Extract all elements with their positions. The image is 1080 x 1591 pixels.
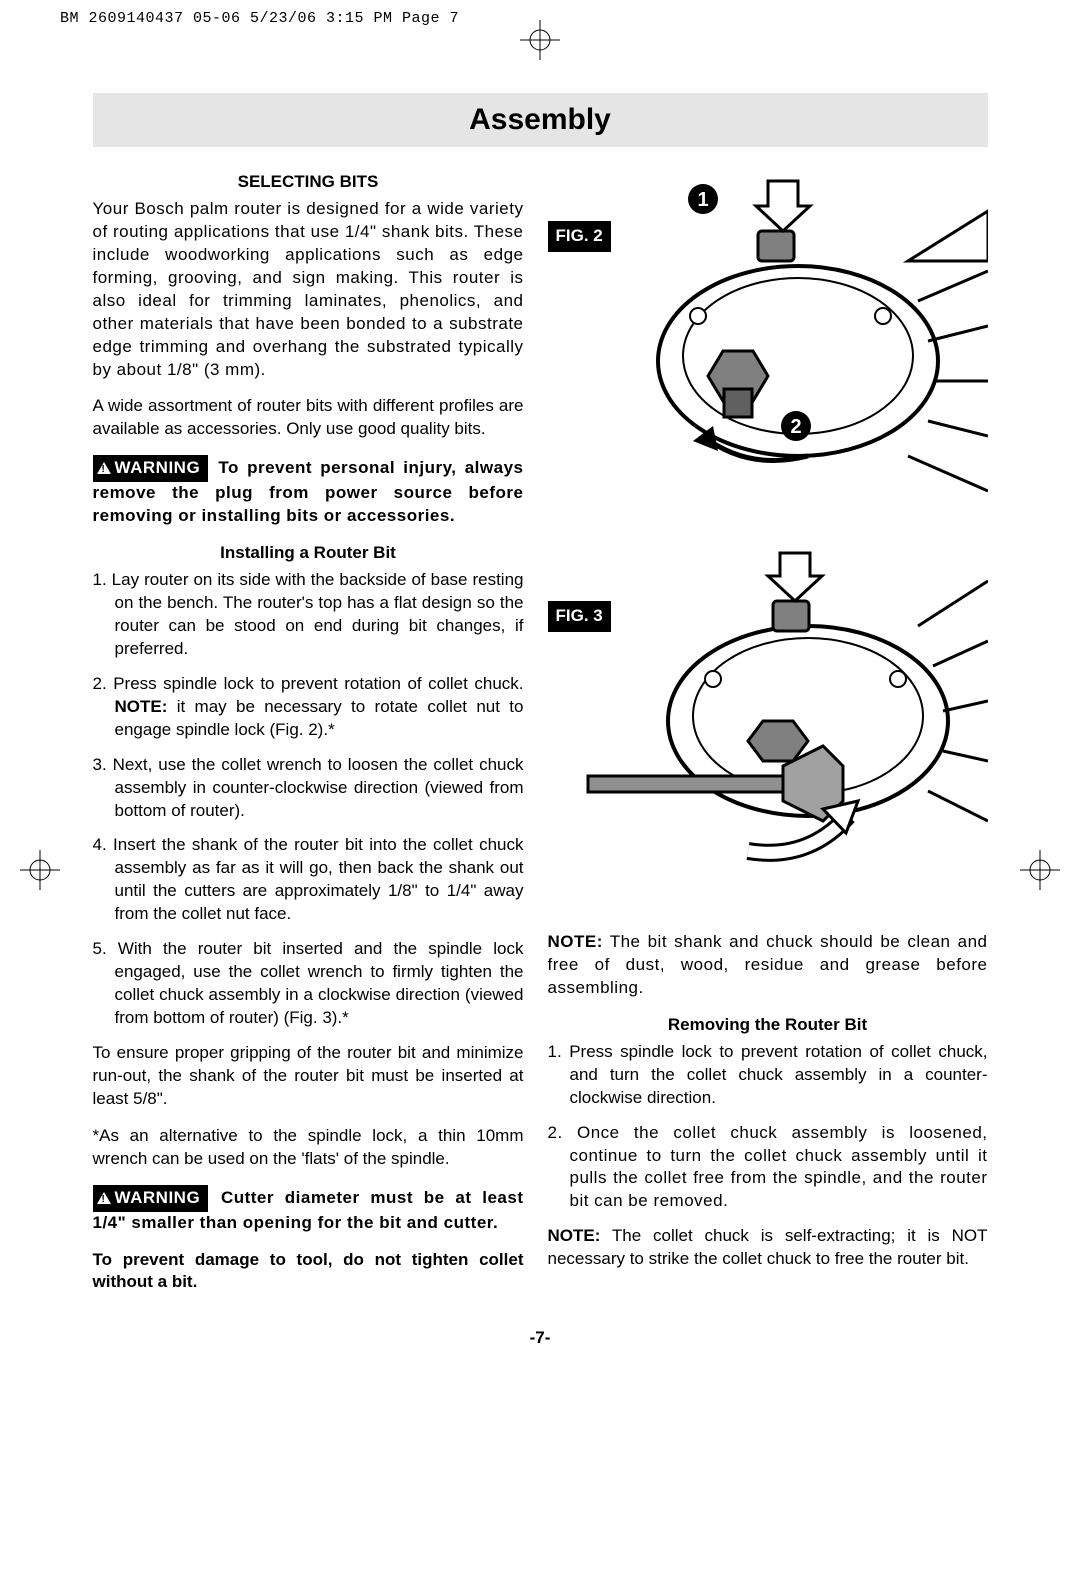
content-area: Assembly SELECTING BITS Your Bosch palm … (93, 33, 988, 1348)
note2: NOTE: The collet chuck is self-extractin… (548, 1225, 988, 1271)
right-column: FIG. 2 1 (548, 171, 988, 1308)
step2-b: it may be necessary to rotate collet nut… (115, 697, 524, 739)
fig2-callout-2: 2 (790, 416, 801, 438)
grip-paragraph: To ensure proper gripping of the router … (93, 1042, 524, 1111)
fig2-illustration: 1 2 (548, 171, 988, 501)
figure-2: FIG. 2 1 (548, 171, 988, 501)
note2-label: NOTE: (548, 1226, 601, 1245)
rstep2: 2. Once the collet chuck assembly is loo… (548, 1122, 988, 1214)
removing-heading: Removing the Router Bit (548, 1014, 988, 1037)
page-title: Assembly (93, 93, 988, 147)
warning-badge: WARNING (93, 455, 209, 482)
alt-paragraph: *As an alternative to the spindle lock, … (93, 1125, 524, 1171)
warning-badge-2: WARNING (93, 1185, 209, 1212)
step2-a: 2. Press spindle lock to prevent rotatio… (93, 674, 524, 693)
fig2-callout-1: 1 (697, 189, 708, 211)
registration-mark-top (520, 20, 560, 65)
step3: 3. Next, use the collet wrench to loosen… (93, 754, 524, 823)
install-steps: 1. Lay router on its side with the backs… (93, 569, 524, 1030)
step2-note: NOTE: (115, 697, 168, 716)
rstep1: 1. Press spindle lock to prevent rotatio… (548, 1041, 988, 1110)
note1-label: NOTE: (548, 932, 603, 951)
warning-label-text: WARNING (115, 458, 201, 477)
step5: 5. With the router bit inserted and the … (93, 938, 524, 1030)
warning1: WARNING To prevent personal injury, alwa… (93, 455, 524, 528)
left-column: SELECTING BITS Your Bosch palm router is… (93, 171, 524, 1308)
warning2-extra: To prevent damage to tool, do not tighte… (93, 1249, 524, 1295)
fig2-label: FIG. 2 (548, 221, 611, 252)
note1: NOTE: The bit shank and chuck should be … (548, 931, 988, 1000)
step4: 4. Insert the shank of the router bit in… (93, 834, 524, 926)
fig3-illustration (548, 551, 988, 881)
selecting-bits-heading: SELECTING BITS (93, 171, 524, 194)
note1-text: The bit shank and chuck should be clean … (548, 932, 988, 997)
warning2: WARNING Cutter diameter must be at least… (93, 1185, 524, 1235)
registration-mark-right (1020, 850, 1060, 895)
remove-steps: 1. Press spindle lock to prevent rotatio… (548, 1041, 988, 1214)
step1: 1. Lay router on its side with the backs… (93, 569, 524, 661)
columns: SELECTING BITS Your Bosch palm router is… (93, 171, 988, 1308)
page: BM 2609140437 05-06 5/23/06 3:15 PM Page… (0, 0, 1080, 1348)
warning-label-text-2: WARNING (115, 1188, 201, 1207)
fig3-label: FIG. 3 (548, 601, 611, 632)
note2-text: The collet chuck is self-extracting; it … (548, 1226, 988, 1268)
page-number: -7- (93, 1328, 988, 1348)
registration-mark-left (20, 850, 60, 895)
figure-3: FIG. 3 (548, 551, 988, 881)
selecting-bits-p2: A wide assortment of router bits with di… (93, 395, 524, 441)
selecting-bits-p1: Your Bosch palm router is designed for a… (93, 198, 524, 382)
step2: 2. Press spindle lock to prevent rotatio… (93, 673, 524, 742)
installing-heading: Installing a Router Bit (93, 542, 524, 565)
